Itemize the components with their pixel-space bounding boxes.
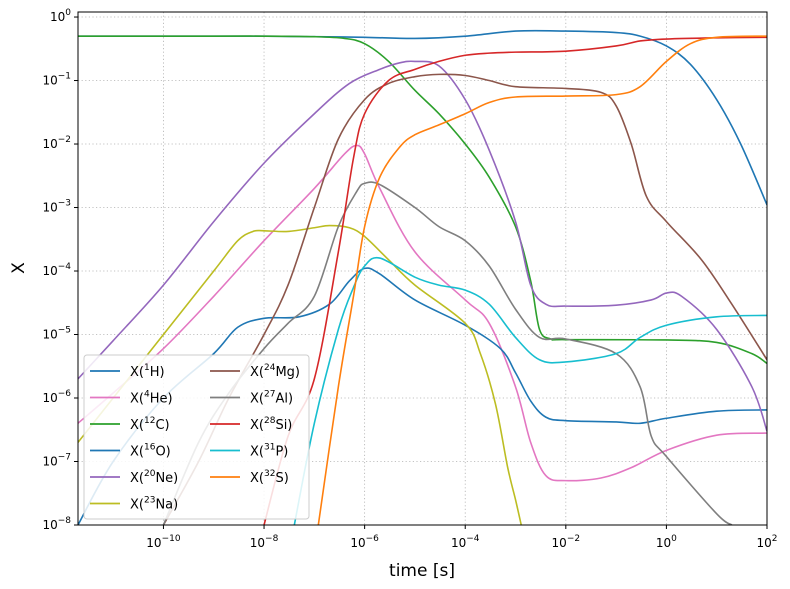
series-line-x24mg: [162, 73, 767, 525]
series-line-x31p: [293, 256, 767, 525]
x-tick-label: 102: [756, 534, 777, 550]
y-axis-label: X: [9, 262, 29, 274]
legend-entry: X(27Al): [250, 390, 293, 407]
x-tick-label: 10−8: [250, 534, 279, 550]
legend: X(1H) X(4He) X(12C) X(16O) X(20Ne) X(23Na) X(2…: [83, 354, 310, 520]
y-tick-label: 10−2: [42, 135, 71, 151]
axis-ticks: 10−10 10−8 10−6 10−4 10−2 100 102 10−8 10−7 10−6 1…: [42, 8, 777, 550]
y-tick-label: 10−1: [42, 72, 71, 88]
series-line-x20ne: [78, 60, 767, 432]
x-tick-label: 10−10: [146, 534, 181, 550]
legend-entry: X(32S): [250, 469, 289, 486]
series-line-x23na: [78, 224, 523, 525]
series-line-x12c: [78, 35, 767, 365]
legend-entry: X(12C): [130, 416, 170, 433]
legend-entry: X(20Ne): [130, 469, 178, 486]
series-line-x27al: [162, 181, 733, 525]
y-tick-label: 10−5: [42, 326, 71, 342]
x-tick-label: 10−6: [350, 534, 379, 550]
plot-frame: [77, 11, 768, 526]
legend-entry: X(23Na): [130, 496, 178, 513]
series-line-x28si: [263, 36, 767, 525]
series-line-x1h: [78, 29, 767, 206]
y-tick-label: 10−3: [42, 199, 71, 215]
y-tick-label: 10−6: [42, 389, 71, 405]
legend-entry: X(31P): [250, 443, 288, 460]
y-tick-label: 100: [50, 8, 71, 24]
y-tick-label: 10−8: [42, 516, 71, 532]
series-line-x32s: [317, 35, 767, 525]
legend-entry: X(16O): [130, 443, 171, 460]
y-tick-label: 10−4: [42, 262, 71, 278]
legend-entry: X(1H): [130, 363, 165, 380]
series-lines: [78, 29, 767, 525]
legend-entry: X(24Mg): [250, 363, 300, 380]
x-tick-label: 10−2: [552, 534, 581, 550]
x-tick-label: 10−4: [451, 534, 480, 550]
legend-box: [83, 354, 310, 520]
x-axis-label: time [s]: [389, 561, 455, 581]
x-tick-label: 100: [656, 534, 677, 550]
legend-entry: X(28Si): [250, 416, 292, 433]
series-line-x4he: [78, 144, 767, 482]
y-tick-label: 10−7: [42, 453, 71, 469]
series-line-x16o: [78, 267, 767, 525]
legend-entry: X(4He): [130, 390, 173, 407]
